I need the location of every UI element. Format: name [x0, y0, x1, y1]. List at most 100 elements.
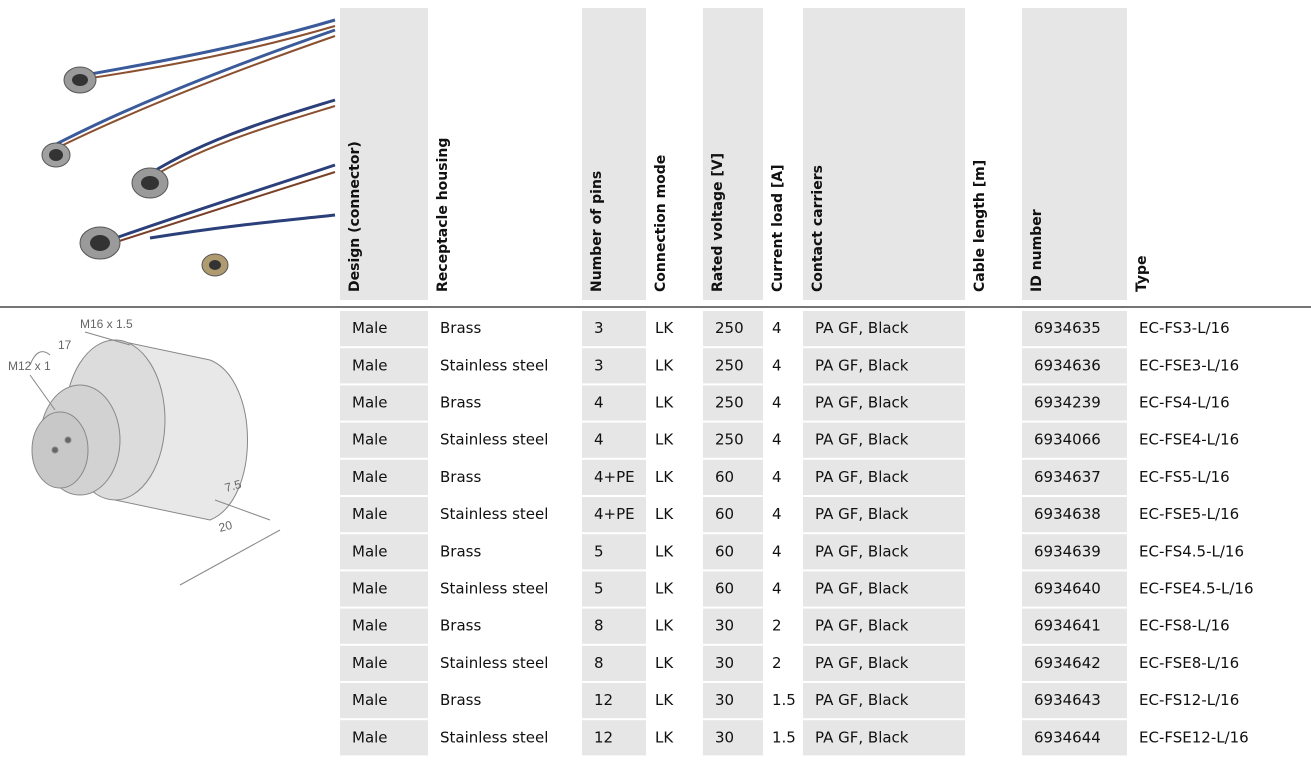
cell-shade: [703, 571, 763, 607]
cell-shade: [582, 459, 646, 495]
cell: 1.5: [772, 691, 796, 709]
cell-shade: [803, 720, 965, 756]
dimension-label: 17: [58, 338, 72, 352]
cell: 4: [772, 468, 782, 486]
cell: 8: [594, 617, 604, 635]
column-header: Rated voltage [V]: [710, 153, 726, 292]
cell-shade: [1022, 645, 1127, 681]
cell: 3: [594, 356, 604, 374]
cell: Male: [352, 654, 388, 672]
cell: 250: [715, 431, 744, 449]
cell: Male: [352, 356, 388, 374]
cell-shade: [1022, 385, 1127, 421]
cell: 5: [594, 542, 604, 560]
column-header: Current load [A]: [770, 165, 786, 292]
cell: LK: [655, 580, 674, 598]
cell: LK: [655, 728, 674, 746]
cell: Male: [352, 580, 388, 598]
column-header: Contact carriers: [810, 165, 826, 292]
dimension-label: M12 x 1: [8, 359, 51, 373]
cell-shade: [340, 683, 428, 719]
cell: 60: [715, 505, 734, 523]
cell-shade: [803, 422, 965, 458]
cell-shade: [340, 571, 428, 607]
cell: 12: [594, 691, 613, 709]
cell-shade: [582, 571, 646, 607]
header-shade: [703, 8, 763, 300]
cell: 8: [594, 654, 604, 672]
cell-shade: [703, 422, 763, 458]
cell: 6934640: [1034, 580, 1101, 598]
cell-shade: [703, 311, 763, 347]
cell-shade: [582, 497, 646, 533]
cell: EC-FS4-L/16: [1139, 394, 1230, 412]
cell: Brass: [440, 394, 481, 412]
cell: 4: [772, 542, 782, 560]
cell-shade: [340, 311, 428, 347]
cell: PA GF, Black: [815, 319, 909, 337]
cell: LK: [655, 654, 674, 672]
cell: 6934638: [1034, 505, 1101, 523]
cell: 3: [594, 319, 604, 337]
column-header: ID number: [1029, 209, 1045, 292]
cell: Stainless steel: [440, 505, 548, 523]
cell-shade: [803, 608, 965, 644]
cell: PA GF, Black: [815, 617, 909, 635]
cell-shade: [703, 497, 763, 533]
cell-shade: [803, 534, 965, 570]
cell: LK: [655, 505, 674, 523]
cell: 12: [594, 728, 613, 746]
cell-shade: [1022, 497, 1127, 533]
cell-shade: [703, 720, 763, 756]
cell: EC-FSE5-L/16: [1139, 505, 1239, 523]
cell: Stainless steel: [440, 431, 548, 449]
cell: PA GF, Black: [815, 580, 909, 598]
cell: 250: [715, 394, 744, 412]
cell-shade: [803, 571, 965, 607]
cell: 4: [772, 580, 782, 598]
column-header: Cable length [m]: [972, 160, 988, 292]
cell-shade: [582, 534, 646, 570]
cell: EC-FSE3-L/16: [1139, 356, 1239, 374]
cell-shade: [1022, 459, 1127, 495]
cell-shade: [340, 720, 428, 756]
cell-shade: [582, 348, 646, 384]
cell-shade: [582, 311, 646, 347]
cell: Male: [352, 617, 388, 635]
cell: Male: [352, 468, 388, 486]
cell-shade: [1022, 683, 1127, 719]
cell-shade: [703, 459, 763, 495]
cell: 6934637: [1034, 468, 1101, 486]
cell-shade: [1022, 720, 1127, 756]
cell-shade: [803, 385, 965, 421]
cell: 1.5: [772, 728, 796, 746]
cell: 4: [772, 505, 782, 523]
cell: LK: [655, 319, 674, 337]
cell: 4+PE: [594, 505, 635, 523]
cell: 30: [715, 728, 734, 746]
cell-shade: [803, 459, 965, 495]
cell-shade: [582, 385, 646, 421]
cell: Stainless steel: [440, 728, 548, 746]
cell: Brass: [440, 468, 481, 486]
cell-shade: [340, 497, 428, 533]
column-header: Receptacle housing: [435, 138, 451, 292]
cell: Male: [352, 431, 388, 449]
cell: PA GF, Black: [815, 394, 909, 412]
column-header: Connection mode: [653, 155, 669, 292]
cell: EC-FSE4.5-L/16: [1139, 580, 1254, 598]
cell-shade: [340, 534, 428, 570]
dimension-drawing: [29, 331, 281, 586]
cell: PA GF, Black: [815, 691, 909, 709]
cell: PA GF, Black: [815, 356, 909, 374]
cell-shade: [703, 534, 763, 570]
cell: 4: [772, 394, 782, 412]
cell: 4: [772, 431, 782, 449]
cell: 6934644: [1034, 728, 1101, 746]
cell: Stainless steel: [440, 654, 548, 672]
cell: EC-FS5-L/16: [1139, 468, 1230, 486]
cell: Male: [352, 394, 388, 412]
cell-shade: [582, 608, 646, 644]
cell: 4: [772, 319, 782, 337]
